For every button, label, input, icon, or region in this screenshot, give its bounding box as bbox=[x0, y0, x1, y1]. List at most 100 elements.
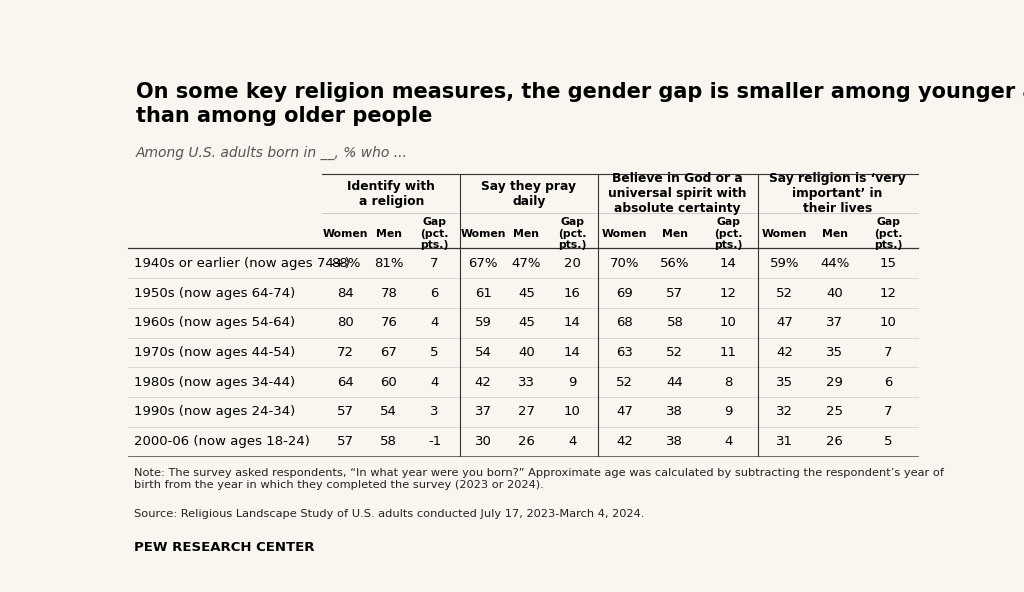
Text: 5: 5 bbox=[430, 346, 439, 359]
Text: 4: 4 bbox=[724, 435, 732, 448]
Text: 45: 45 bbox=[518, 287, 535, 300]
Text: 11: 11 bbox=[720, 346, 736, 359]
Text: 88%: 88% bbox=[331, 257, 360, 270]
Text: 15: 15 bbox=[880, 257, 897, 270]
Text: 45: 45 bbox=[518, 316, 535, 329]
Text: 5: 5 bbox=[884, 435, 892, 448]
Text: 4: 4 bbox=[568, 435, 577, 448]
Text: 37: 37 bbox=[475, 405, 492, 418]
Text: Women: Women bbox=[762, 229, 807, 239]
Text: 47: 47 bbox=[776, 316, 793, 329]
Text: 10: 10 bbox=[720, 316, 736, 329]
Text: 25: 25 bbox=[826, 405, 844, 418]
Text: Women: Women bbox=[602, 229, 647, 239]
Text: Say religion is ‘very
important’ in
their lives: Say religion is ‘very important’ in thei… bbox=[769, 172, 906, 215]
Text: 52: 52 bbox=[667, 346, 683, 359]
Text: 40: 40 bbox=[826, 287, 843, 300]
Text: 9: 9 bbox=[724, 405, 732, 418]
Text: 1960s (now ages 54-64): 1960s (now ages 54-64) bbox=[133, 316, 295, 329]
Text: 9: 9 bbox=[568, 375, 577, 388]
Text: Identify with
a religion: Identify with a religion bbox=[347, 180, 435, 208]
Text: 10: 10 bbox=[880, 316, 896, 329]
Text: Men: Men bbox=[376, 229, 401, 239]
Text: Women: Women bbox=[323, 229, 369, 239]
Text: Believe in God or a
universal spirit with
absolute certainty: Believe in God or a universal spirit wit… bbox=[608, 172, 746, 215]
Text: 10: 10 bbox=[564, 405, 581, 418]
Text: 35: 35 bbox=[826, 346, 844, 359]
Text: 31: 31 bbox=[776, 435, 793, 448]
Text: 67%: 67% bbox=[468, 257, 498, 270]
Text: 38: 38 bbox=[667, 435, 683, 448]
Text: 80: 80 bbox=[337, 316, 354, 329]
Text: 4: 4 bbox=[430, 375, 439, 388]
Text: 67: 67 bbox=[380, 346, 397, 359]
Text: Among U.S. adults born in __, % who ...: Among U.S. adults born in __, % who ... bbox=[136, 146, 408, 160]
Text: 40: 40 bbox=[518, 346, 535, 359]
Text: 42: 42 bbox=[776, 346, 793, 359]
Text: 47%: 47% bbox=[512, 257, 542, 270]
Text: 84: 84 bbox=[337, 287, 354, 300]
Text: 7: 7 bbox=[430, 257, 439, 270]
Text: 3: 3 bbox=[430, 405, 439, 418]
Text: 47: 47 bbox=[616, 405, 633, 418]
Text: Note: The survey asked respondents, “In what year were you born?” Approximate ag: Note: The survey asked respondents, “In … bbox=[133, 468, 943, 490]
Text: 14: 14 bbox=[564, 316, 581, 329]
Text: 57: 57 bbox=[337, 405, 354, 418]
Text: 52: 52 bbox=[616, 375, 633, 388]
Text: 52: 52 bbox=[776, 287, 793, 300]
Text: 12: 12 bbox=[720, 287, 736, 300]
Text: 57: 57 bbox=[337, 435, 354, 448]
Text: 76: 76 bbox=[380, 316, 397, 329]
Text: 54: 54 bbox=[475, 346, 492, 359]
Text: 35: 35 bbox=[776, 375, 793, 388]
Text: 72: 72 bbox=[337, 346, 354, 359]
Text: Gap
(pct.
pts.): Gap (pct. pts.) bbox=[873, 217, 902, 250]
Text: 57: 57 bbox=[667, 287, 683, 300]
Text: 1990s (now ages 24-34): 1990s (now ages 24-34) bbox=[133, 405, 295, 418]
Text: 16: 16 bbox=[564, 287, 581, 300]
Text: Men: Men bbox=[662, 229, 688, 239]
Text: 8: 8 bbox=[724, 375, 732, 388]
Text: 26: 26 bbox=[826, 435, 844, 448]
Text: 42: 42 bbox=[616, 435, 633, 448]
Text: Men: Men bbox=[513, 229, 540, 239]
Text: 60: 60 bbox=[381, 375, 397, 388]
Text: Gap
(pct.
pts.): Gap (pct. pts.) bbox=[714, 217, 742, 250]
Text: 44%: 44% bbox=[820, 257, 850, 270]
Text: Women: Women bbox=[461, 229, 506, 239]
Text: 2000-06 (now ages 18-24): 2000-06 (now ages 18-24) bbox=[133, 435, 309, 448]
Text: Men: Men bbox=[822, 229, 848, 239]
Text: 38: 38 bbox=[667, 405, 683, 418]
Text: Gap
(pct.
pts.): Gap (pct. pts.) bbox=[558, 217, 587, 250]
Text: 70%: 70% bbox=[609, 257, 639, 270]
Text: 6: 6 bbox=[430, 287, 439, 300]
Text: 44: 44 bbox=[667, 375, 683, 388]
Text: 7: 7 bbox=[884, 405, 892, 418]
Text: Say they pray
daily: Say they pray daily bbox=[481, 180, 577, 208]
Text: 58: 58 bbox=[667, 316, 683, 329]
Text: 27: 27 bbox=[518, 405, 535, 418]
Text: 56%: 56% bbox=[660, 257, 689, 270]
Text: 61: 61 bbox=[475, 287, 492, 300]
Text: 6: 6 bbox=[884, 375, 892, 388]
Text: 7: 7 bbox=[884, 346, 892, 359]
Text: 12: 12 bbox=[880, 287, 897, 300]
Text: 1970s (now ages 44-54): 1970s (now ages 44-54) bbox=[133, 346, 295, 359]
Text: 63: 63 bbox=[616, 346, 633, 359]
Text: Gap
(pct.
pts.): Gap (pct. pts.) bbox=[421, 217, 449, 250]
Text: 58: 58 bbox=[380, 435, 397, 448]
Text: -1: -1 bbox=[428, 435, 441, 448]
Text: 81%: 81% bbox=[374, 257, 403, 270]
Text: 29: 29 bbox=[826, 375, 844, 388]
Text: 30: 30 bbox=[475, 435, 492, 448]
Text: 26: 26 bbox=[518, 435, 535, 448]
Text: On some key religion measures, the gender gap is smaller among younger adults
th: On some key religion measures, the gende… bbox=[136, 82, 1024, 127]
Text: 37: 37 bbox=[826, 316, 844, 329]
Text: 33: 33 bbox=[518, 375, 535, 388]
Text: 1940s or earlier (now ages 74+): 1940s or earlier (now ages 74+) bbox=[133, 257, 349, 270]
Text: 1950s (now ages 64-74): 1950s (now ages 64-74) bbox=[133, 287, 295, 300]
Text: 68: 68 bbox=[616, 316, 633, 329]
Text: 54: 54 bbox=[380, 405, 397, 418]
Text: Source: Religious Landscape Study of U.S. adults conducted July 17, 2023-March 4: Source: Religious Landscape Study of U.S… bbox=[133, 509, 644, 519]
Text: 4: 4 bbox=[430, 316, 439, 329]
